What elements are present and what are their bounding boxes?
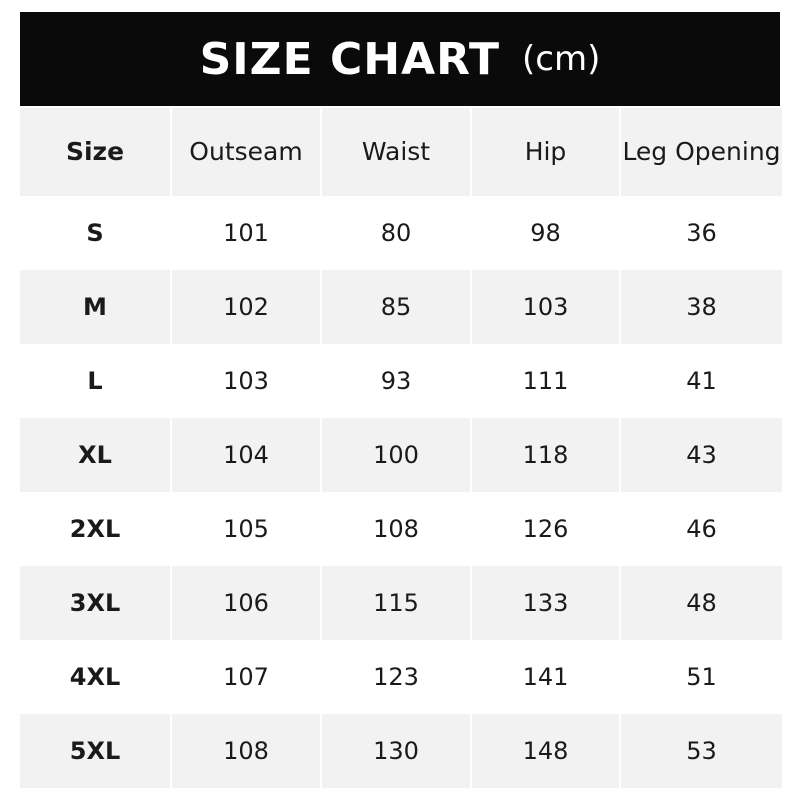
size-chart: SIZE CHART (cm) Size Outseam Waist Hip Leg O… bbox=[20, 12, 782, 788]
title-unit: (cm) bbox=[522, 39, 601, 79]
column-header: Hip bbox=[472, 108, 619, 196]
table-cell: 51 bbox=[686, 663, 717, 691]
table-cell: 107 bbox=[223, 663, 269, 691]
table-cell: 130 bbox=[322, 714, 470, 788]
size-label-cell: L bbox=[87, 367, 103, 395]
size-label-cell: S bbox=[86, 219, 104, 247]
column-header: Leg Opening bbox=[621, 108, 782, 196]
column-header: Waist bbox=[322, 108, 470, 196]
table-cell: 148 bbox=[472, 714, 619, 788]
column-header: Outseam bbox=[172, 108, 320, 196]
table-cell: 101 bbox=[223, 219, 269, 247]
table-cell: 104 bbox=[172, 418, 320, 492]
table-cell: 126 bbox=[522, 515, 569, 543]
table-cell: 80 bbox=[380, 219, 412, 247]
size-label-cell: 5XL bbox=[20, 714, 170, 788]
table-cell: 98 bbox=[530, 219, 561, 247]
size-label-cell: XL bbox=[20, 418, 170, 492]
table-cell: 53 bbox=[621, 714, 782, 788]
table-cell: 100 bbox=[322, 418, 470, 492]
size-label-cell: 2XL bbox=[69, 515, 121, 543]
table-cell: 48 bbox=[621, 566, 782, 640]
table-cell: 123 bbox=[373, 663, 419, 691]
table-cell: 111 bbox=[522, 367, 569, 395]
table-cell: 108 bbox=[172, 714, 320, 788]
table-cell: 105 bbox=[223, 515, 269, 543]
table-cell: 41 bbox=[686, 367, 717, 395]
size-label-cell: 3XL bbox=[20, 566, 170, 640]
table-cell: 85 bbox=[322, 270, 470, 344]
column-header: Size bbox=[20, 108, 170, 196]
size-label-cell: 4XL bbox=[69, 663, 121, 691]
size-label-cell: M bbox=[20, 270, 170, 344]
table-cell: 38 bbox=[621, 270, 782, 344]
table-cell: 93 bbox=[380, 367, 412, 395]
table-cell: 115 bbox=[322, 566, 470, 640]
title-text: SIZE CHART bbox=[199, 33, 501, 85]
table-cell: 133 bbox=[472, 566, 619, 640]
table-cell: 106 bbox=[172, 566, 320, 640]
table-cell: 43 bbox=[621, 418, 782, 492]
table-cell: 103 bbox=[472, 270, 619, 344]
size-table: Size Outseam Waist Hip Leg Opening S 101 80 98 36… bbox=[20, 108, 782, 788]
table-cell: 103 bbox=[223, 367, 269, 395]
title-bar: SIZE CHART (cm) bbox=[20, 12, 780, 106]
table-cell: 36 bbox=[686, 219, 717, 247]
table-cell: 46 bbox=[686, 515, 717, 543]
table-cell: 102 bbox=[172, 270, 320, 344]
table-cell: 118 bbox=[472, 418, 619, 492]
table-cell: 141 bbox=[522, 663, 569, 691]
table-cell: 108 bbox=[373, 515, 419, 543]
